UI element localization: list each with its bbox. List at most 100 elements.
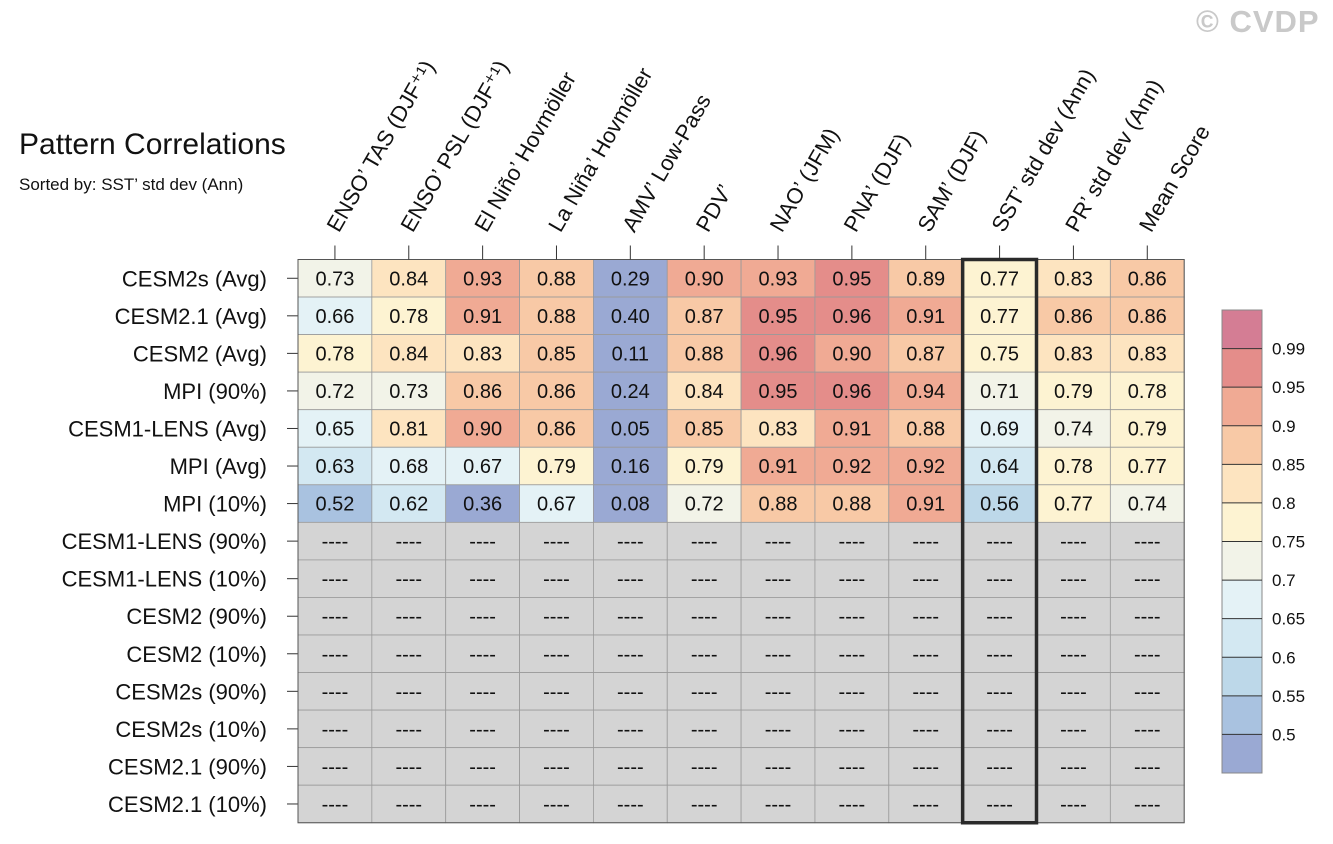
- heatmap-cell: [740, 446, 816, 486]
- row-label: CESM1-LENS (Avg): [68, 416, 267, 441]
- cell-value-label: 0.79: [1128, 418, 1167, 440]
- heatmap-cell: [814, 446, 890, 486]
- heatmap-cell: [519, 747, 594, 786]
- heatmap-cell: [814, 784, 890, 824]
- cell-value-label: ----: [543, 756, 570, 778]
- cell-value-label: 0.75: [980, 343, 1019, 365]
- cell-value-label: ----: [469, 606, 496, 628]
- cell-value-label: 0.86: [463, 381, 502, 403]
- cell-value-label: 0.83: [463, 343, 502, 365]
- colorbar-segment: [1222, 734, 1262, 773]
- heatmap-cell: [593, 409, 668, 448]
- heatmap-cell: [297, 747, 373, 786]
- heatmap-cell: [888, 296, 964, 335]
- cell-value-label: ----: [395, 719, 422, 741]
- heatmap-cell: [740, 484, 816, 523]
- heatmap-cell: [1036, 259, 1111, 298]
- heatmap-cell: [445, 747, 520, 786]
- heatmap-cell: [371, 259, 447, 298]
- cell-value-label: ----: [469, 756, 496, 778]
- cell-value-label: ----: [1134, 644, 1161, 666]
- cell-value-label: 0.24: [611, 381, 650, 403]
- heatmap-cell: [519, 784, 594, 824]
- cell-value-label: 0.78: [389, 306, 428, 328]
- heatmap-cell: [1109, 259, 1185, 298]
- cell-value-label: ----: [543, 719, 570, 741]
- cell-value-label: 0.91: [906, 306, 945, 328]
- cell-value-label: ----: [617, 794, 644, 816]
- chart-subtitle: Sorted by: SST’ std dev (Ann): [19, 175, 244, 194]
- cell-value-label: ----: [691, 719, 718, 741]
- heatmap-cell: [666, 559, 742, 598]
- cell-value-label: ----: [912, 569, 939, 591]
- cell-value-label: ----: [322, 756, 349, 778]
- cell-value-label: 0.78: [1054, 456, 1093, 478]
- cell-value-label: ----: [617, 569, 644, 591]
- heatmap-cell: [445, 484, 520, 523]
- row-label: CESM2.1 (Avg): [115, 304, 267, 329]
- cell-value-label: ----: [839, 719, 866, 741]
- heatmap-cell: [962, 672, 1037, 711]
- row-label: CESM2s (Avg): [122, 266, 267, 291]
- colorbar-label: 0.9: [1272, 417, 1296, 436]
- cell-value-label: ----: [691, 569, 718, 591]
- cell-value-label: 0.16: [611, 456, 650, 478]
- cell-value-label: 0.93: [759, 268, 798, 290]
- cell-value-label: 0.74: [1128, 494, 1167, 516]
- cell-value-label: ----: [691, 606, 718, 628]
- heatmap-cell: [962, 709, 1037, 749]
- heatmap-cell: [888, 559, 964, 598]
- heatmap-cell: [666, 597, 742, 636]
- highlighted-column-box: [960, 257, 1039, 825]
- cell-value-label: ----: [395, 681, 422, 703]
- heatmap-cell: [297, 709, 373, 749]
- heatmap-cell: [1109, 371, 1185, 411]
- heatmap-cell: [666, 484, 742, 523]
- heatmap-cell: [814, 559, 890, 598]
- cell-value-label: ----: [912, 719, 939, 741]
- colorbar-segment: [1222, 657, 1262, 696]
- cell-value-label: ----: [1060, 569, 1087, 591]
- row-label: CESM2.1 (90%): [108, 754, 267, 779]
- heatmap-cell: [519, 597, 594, 636]
- heatmap-cell: [962, 784, 1037, 824]
- column-label: Mean Score: [1134, 121, 1215, 236]
- cell-value-label: 0.95: [832, 268, 871, 290]
- cell-value-label: ----: [765, 569, 792, 591]
- cell-value-label: ----: [543, 644, 570, 666]
- cell-value-label: ----: [322, 794, 349, 816]
- cell-value-label: 0.88: [537, 268, 576, 290]
- cell-value-label: 0.08: [611, 494, 650, 516]
- column-label: NAO’ (JFM): [765, 124, 844, 236]
- heatmap-cell: [519, 634, 594, 673]
- cell-value-label: ----: [617, 756, 644, 778]
- cell-value-label: ----: [543, 681, 570, 703]
- colorbar-label: 0.55: [1272, 687, 1305, 706]
- cell-value-label: 0.73: [315, 268, 354, 290]
- cell-value-label: 0.86: [1128, 306, 1167, 328]
- cell-value-label: 0.66: [315, 306, 354, 328]
- heatmap-cell: [445, 559, 520, 598]
- heatmap-cell: [814, 371, 890, 411]
- cell-value-label: ----: [765, 681, 792, 703]
- cell-value-label: 0.96: [832, 381, 871, 403]
- heatmap-cell: [297, 334, 373, 373]
- heatmap-cell: [814, 484, 890, 523]
- heatmap-cell: [371, 484, 447, 523]
- heatmap-cell: [814, 334, 890, 373]
- cell-value-label: 0.83: [1054, 343, 1093, 365]
- heatmap-cell: [814, 672, 890, 711]
- colorbar-segment: [1222, 695, 1262, 735]
- cell-value-label: 0.92: [832, 456, 871, 478]
- cell-value-label: ----: [986, 531, 1013, 553]
- cell-value-label: ----: [395, 756, 422, 778]
- cell-value-label: 0.94: [906, 381, 945, 403]
- cell-value-label: ----: [469, 644, 496, 666]
- heatmap-cell: [1109, 446, 1185, 486]
- cell-value-label: 0.91: [832, 418, 871, 440]
- heatmap-cell: [962, 409, 1037, 448]
- colorbar-segment: [1222, 387, 1262, 426]
- cell-value-label: 0.92: [906, 456, 945, 478]
- heatmap-cell: [666, 634, 742, 673]
